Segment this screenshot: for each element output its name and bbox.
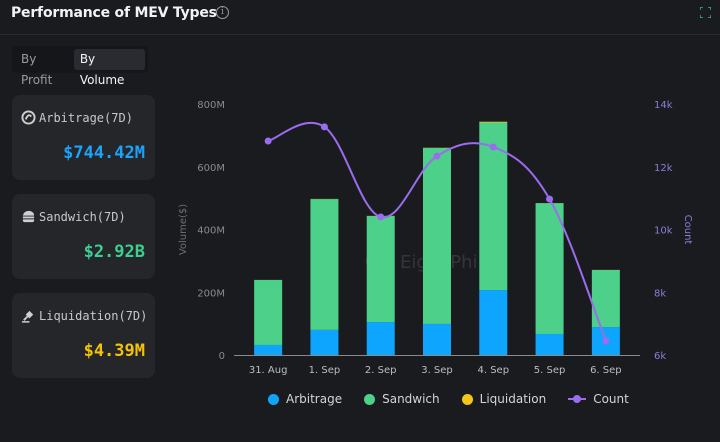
arbitrage-bar bbox=[366, 322, 395, 355]
liquidation-card-label: Liquidation(7D) bbox=[21, 308, 147, 323]
chart-legend: Arbitrage Sandwich Liquidation Count bbox=[268, 392, 629, 406]
count-point bbox=[377, 213, 385, 221]
y2-axis-title: Count bbox=[682, 215, 693, 245]
by-volume-tab[interactable]: By Volume bbox=[73, 49, 145, 87]
sandwich-card-label: Sandwich(7D) bbox=[21, 209, 126, 224]
card-label-text: Sandwich(7D) bbox=[39, 209, 126, 224]
sandwich-bar bbox=[591, 269, 620, 328]
x-tick-label: 31. Aug bbox=[249, 365, 288, 376]
legend-arbitrage[interactable]: Arbitrage bbox=[268, 392, 342, 406]
info-icon[interactable]: i bbox=[216, 6, 229, 19]
arbitrage-bar bbox=[310, 329, 339, 355]
count-point bbox=[264, 137, 272, 145]
gavel-icon bbox=[21, 310, 34, 323]
legend-count-label: Count bbox=[593, 392, 629, 406]
y2-tick-label: 12k bbox=[654, 163, 673, 174]
liquidation-bar bbox=[479, 121, 508, 123]
liquidation-value: $4.39M bbox=[83, 341, 145, 361]
count-point bbox=[489, 143, 497, 151]
sandwich-bar bbox=[254, 280, 283, 345]
arbitrage-icon bbox=[21, 110, 36, 125]
count-point bbox=[433, 152, 441, 160]
legend-sandwich-marker bbox=[364, 393, 376, 405]
legend-liquidation-label: Liquidation bbox=[479, 392, 547, 406]
legend-liquidation-marker bbox=[461, 393, 473, 405]
sandwich-bar bbox=[535, 203, 564, 334]
panel-title: Performance of MEV Types bbox=[11, 5, 217, 21]
sandwich-bar bbox=[423, 147, 451, 324]
count-point bbox=[546, 195, 554, 203]
metric-toggle: By Profit By Volume bbox=[12, 46, 148, 87]
liquidation-card: Liquidation(7D) $4.39M bbox=[12, 293, 155, 378]
legend-count-marker bbox=[568, 395, 587, 403]
x-tick-label: 6. Sep bbox=[590, 365, 622, 376]
legend-count[interactable]: Count bbox=[568, 392, 629, 406]
arbitrage-card: Arbitrage(7D) $744.42M bbox=[12, 95, 155, 180]
fullscreen-icon[interactable] bbox=[700, 7, 711, 18]
x-tick-label: 1. Sep bbox=[309, 365, 341, 376]
y-axis-title: Volume($) bbox=[178, 204, 189, 255]
y-tick-label: 400M bbox=[197, 226, 225, 237]
arbitrage-bar bbox=[423, 323, 451, 355]
arbitrage-value: $744.42M bbox=[63, 143, 145, 163]
legend-sandwich[interactable]: Sandwich bbox=[364, 392, 440, 406]
y2-tick-label: 14k bbox=[654, 100, 673, 111]
x-tick-label: 3. Sep bbox=[421, 365, 453, 376]
x-tick-label: 2. Sep bbox=[365, 365, 397, 376]
x-tick-label: 4. Sep bbox=[477, 365, 509, 376]
sandwich-value: $2.92B bbox=[83, 242, 145, 262]
sandwich-card: Sandwich(7D) $2.92B bbox=[12, 194, 155, 279]
count-point bbox=[320, 123, 328, 131]
mev-chart: EigenPhi0200M400M600M800M6k8k10k12k14kVo… bbox=[160, 90, 720, 420]
card-label-text: Liquidation(7D) bbox=[39, 308, 148, 323]
arbitrage-bar bbox=[254, 344, 283, 355]
y-tick-label: 0 bbox=[219, 351, 225, 362]
legend-arbitrage-marker bbox=[268, 393, 279, 405]
sandwich-bar bbox=[366, 216, 395, 323]
y2-tick-label: 8k bbox=[654, 288, 666, 299]
chart-svg: EigenPhi0200M400M600M800M6k8k10k12k14kVo… bbox=[178, 100, 693, 376]
card-label-text: Arbitrage(7D) bbox=[39, 110, 133, 125]
panel-header: Performance of MEV Types i bbox=[0, 0, 720, 35]
sandwich-icon bbox=[22, 210, 35, 223]
y2-tick-label: 6k bbox=[654, 351, 666, 362]
legend-sandwich-label: Sandwich bbox=[382, 392, 440, 406]
count-point bbox=[602, 337, 610, 345]
arbitrage-bar bbox=[535, 333, 564, 355]
arbitrage-bar bbox=[479, 290, 508, 355]
arbitrage-card-label: Arbitrage(7D) bbox=[21, 110, 133, 125]
legend-arbitrage-label: Arbitrage bbox=[286, 392, 343, 406]
by-profit-tab[interactable]: By Profit bbox=[21, 52, 53, 87]
x-tick-label: 5. Sep bbox=[534, 365, 566, 376]
sandwich-bar bbox=[310, 199, 339, 330]
legend-liquidation[interactable]: Liquidation bbox=[461, 392, 547, 406]
y-tick-label: 600M bbox=[197, 163, 225, 174]
y2-tick-label: 10k bbox=[654, 226, 673, 237]
y-tick-label: 200M bbox=[197, 288, 225, 299]
y-tick-label: 800M bbox=[197, 100, 225, 111]
